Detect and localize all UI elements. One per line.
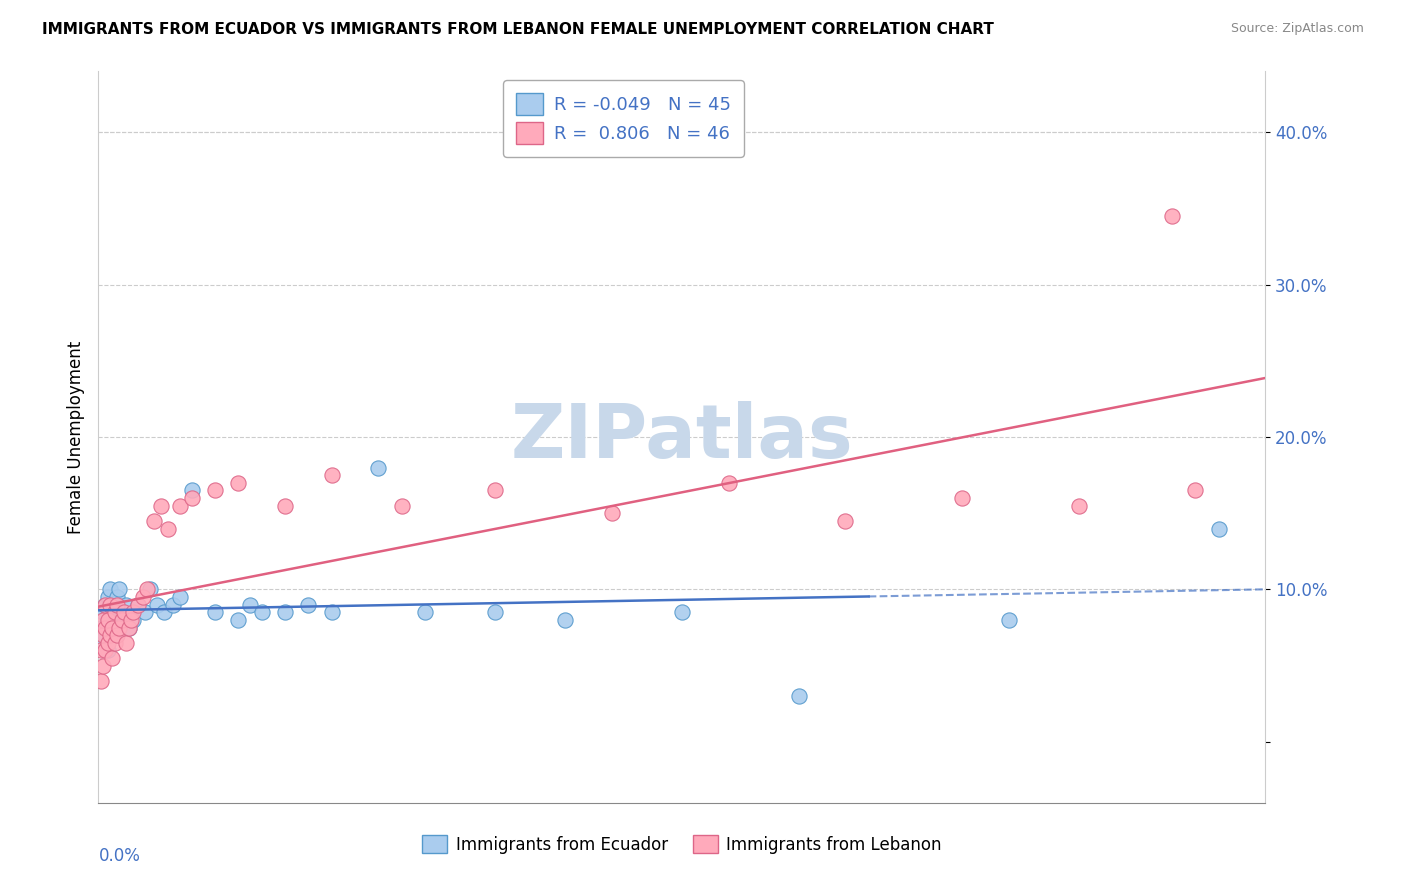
- Legend: R = -0.049   N = 45, R =  0.806   N = 46: R = -0.049 N = 45, R = 0.806 N = 46: [503, 80, 744, 157]
- Point: [1208, 521, 1230, 535]
- Point: [152, 605, 174, 619]
- Point: [105, 613, 128, 627]
- Text: Source: ZipAtlas.com: Source: ZipAtlas.com: [1230, 22, 1364, 36]
- Point: [105, 590, 128, 604]
- Point: [1161, 209, 1184, 223]
- Point: [162, 598, 184, 612]
- Point: [484, 483, 506, 498]
- Point: [108, 582, 131, 597]
- Point: [134, 605, 156, 619]
- Point: [108, 621, 131, 635]
- Point: [91, 636, 114, 650]
- Point: [1184, 483, 1206, 498]
- Point: [91, 628, 114, 642]
- Point: [600, 506, 623, 520]
- Point: [112, 605, 135, 619]
- Point: [101, 621, 124, 635]
- Point: [127, 598, 149, 612]
- Point: [554, 613, 576, 627]
- Point: [321, 605, 343, 619]
- Point: [108, 621, 131, 635]
- Point: [297, 598, 319, 612]
- Point: [94, 643, 117, 657]
- Point: [204, 605, 226, 619]
- Point: [90, 643, 112, 657]
- Point: [101, 621, 124, 635]
- Point: [250, 605, 273, 619]
- Point: [180, 491, 202, 505]
- Point: [717, 475, 740, 490]
- Point: [98, 628, 121, 642]
- Point: [111, 605, 134, 619]
- Point: [115, 636, 138, 650]
- Text: IMMIGRANTS FROM ECUADOR VS IMMIGRANTS FROM LEBANON FEMALE UNEMPLOYMENT CORRELATI: IMMIGRANTS FROM ECUADOR VS IMMIGRANTS FR…: [42, 22, 994, 37]
- Point: [1067, 499, 1090, 513]
- Point: [139, 582, 162, 597]
- Point: [94, 598, 117, 612]
- Point: [321, 468, 343, 483]
- Point: [127, 598, 149, 612]
- Point: [104, 628, 127, 642]
- Point: [169, 590, 191, 604]
- Point: [787, 689, 810, 703]
- Point: [413, 605, 436, 619]
- Point: [97, 643, 120, 657]
- Point: [367, 460, 389, 475]
- Point: [105, 628, 128, 642]
- Point: [115, 598, 138, 612]
- Point: [150, 499, 173, 513]
- Point: [105, 598, 128, 612]
- Point: [169, 499, 191, 513]
- Point: [118, 621, 141, 635]
- Point: [94, 628, 117, 642]
- Point: [671, 605, 693, 619]
- Point: [101, 651, 124, 665]
- Point: [143, 514, 166, 528]
- Point: [122, 605, 145, 619]
- Point: [997, 613, 1019, 627]
- Point: [274, 499, 297, 513]
- Point: [91, 613, 114, 627]
- Point: [104, 636, 127, 650]
- Point: [98, 582, 121, 597]
- Point: [97, 636, 120, 650]
- Point: [834, 514, 856, 528]
- Point: [104, 605, 127, 619]
- Point: [94, 598, 117, 612]
- Text: ZIPatlas: ZIPatlas: [510, 401, 853, 474]
- Point: [90, 673, 112, 688]
- Point: [104, 598, 127, 612]
- Point: [132, 590, 155, 604]
- Point: [98, 598, 121, 612]
- Point: [118, 621, 141, 635]
- Point: [97, 613, 120, 627]
- Point: [97, 590, 120, 604]
- Y-axis label: Female Unemployment: Female Unemployment: [66, 341, 84, 533]
- Point: [228, 475, 250, 490]
- Point: [101, 605, 124, 619]
- Point: [112, 613, 135, 627]
- Point: [391, 499, 413, 513]
- Point: [950, 491, 973, 505]
- Point: [180, 483, 202, 498]
- Point: [146, 598, 169, 612]
- Point: [91, 605, 114, 619]
- Point: [122, 613, 145, 627]
- Point: [274, 605, 297, 619]
- Point: [111, 613, 134, 627]
- Point: [228, 613, 250, 627]
- Point: [239, 598, 262, 612]
- Point: [204, 483, 226, 498]
- Point: [120, 613, 142, 627]
- Point: [136, 582, 159, 597]
- Point: [484, 605, 506, 619]
- Point: [90, 621, 112, 635]
- Point: [98, 613, 121, 627]
- Point: [91, 658, 114, 673]
- Point: [157, 521, 180, 535]
- Text: 0.0%: 0.0%: [98, 847, 141, 864]
- Point: [94, 621, 117, 635]
